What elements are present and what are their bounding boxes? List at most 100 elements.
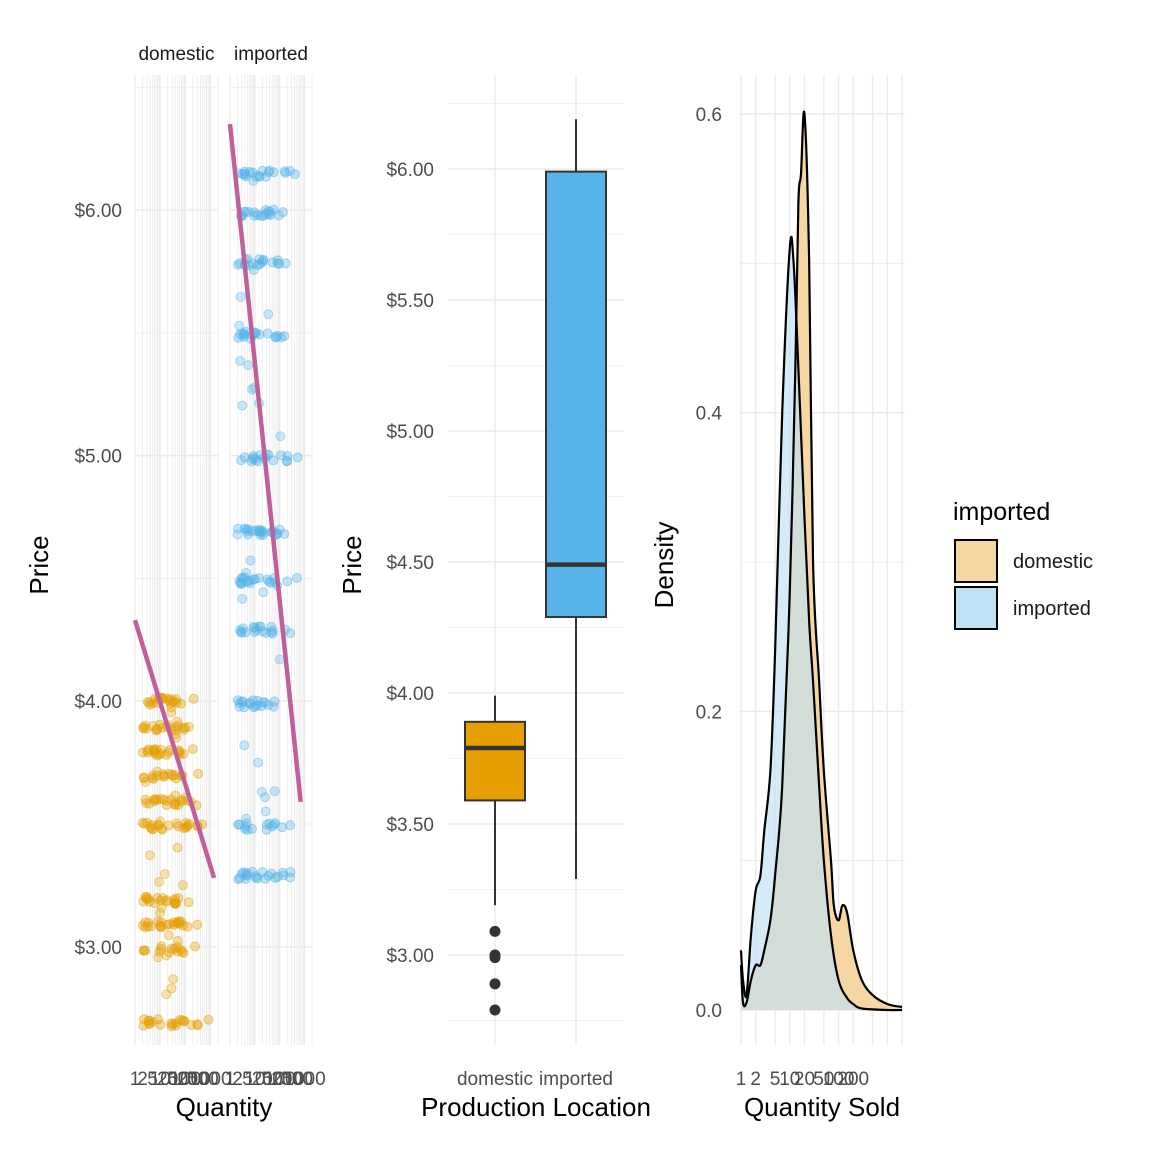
data-point: [248, 175, 259, 186]
legend-title: imported: [953, 498, 1050, 526]
data-point: [290, 169, 301, 180]
data-point: [258, 255, 269, 266]
data-point: [233, 874, 244, 885]
data-point: [244, 166, 255, 177]
data-point: [243, 529, 254, 540]
data-point: [166, 707, 177, 718]
legend: imported domestic imported: [953, 498, 1093, 630]
data-point: [279, 331, 290, 342]
data-point: [148, 773, 159, 784]
data-point: [161, 749, 172, 760]
y-tick-label: $6.00: [386, 160, 434, 181]
data-point: [138, 722, 149, 733]
data-point: [251, 455, 262, 466]
x-tick-label: 1: [130, 1069, 141, 1090]
boxplot-panel: $3.00 $3.50 $4.00 $4.50 $5.00 $5.50 $6.00 domes…: [337, 75, 651, 1122]
data-point: [177, 1015, 188, 1026]
data-point: [139, 818, 150, 829]
data-point: [240, 873, 251, 884]
legend-label: imported: [1013, 598, 1091, 620]
data-point: [167, 1019, 178, 1030]
data-point: [167, 697, 178, 708]
y-tick-label: $4.00: [386, 684, 434, 705]
data-point: [267, 628, 278, 639]
data-point: [153, 952, 164, 963]
data-point: [140, 720, 151, 731]
data-point: [141, 723, 152, 734]
data-point: [241, 568, 252, 579]
data-point: [239, 523, 250, 534]
data-point: [258, 587, 269, 598]
data-point: [182, 820, 193, 831]
data-point: [190, 941, 201, 952]
y-axis-title: Density: [649, 522, 679, 609]
data-point: [159, 868, 170, 879]
data-point: [173, 893, 184, 904]
data-point: [264, 818, 275, 829]
data-point: [187, 744, 198, 755]
data-point: [277, 822, 288, 833]
data-point: [235, 329, 246, 340]
outlier-point: [489, 925, 501, 937]
data-point: [292, 452, 303, 463]
legend-label: domestic: [1013, 551, 1093, 573]
data-point: [175, 795, 186, 806]
data-point: [285, 872, 296, 883]
data-point: [141, 894, 152, 905]
data-point: [253, 171, 264, 182]
data-point: [152, 724, 163, 735]
data-point: [285, 628, 296, 639]
data-point: [270, 331, 281, 342]
y-tick-label: $3.00: [386, 946, 434, 967]
data-point: [275, 450, 286, 461]
data-point: [171, 898, 182, 909]
data-point: [260, 806, 271, 817]
x-tick-label: 5: [147, 1069, 158, 1090]
data-point: [234, 320, 245, 331]
x-tick-label: 1: [225, 1069, 236, 1090]
y-tick-label: 0.2: [696, 702, 722, 723]
x-tick-label: 100: [264, 1069, 296, 1090]
data-point: [239, 168, 250, 179]
data-point: [170, 797, 181, 808]
box-domestic: [464, 720, 526, 802]
data-point: [232, 695, 243, 706]
data-point: [153, 1014, 164, 1025]
x-tick-label: 20: [794, 1069, 815, 1090]
x-tick-label: 100: [823, 1069, 855, 1090]
data-point: [285, 867, 296, 878]
data-point: [142, 747, 153, 758]
data-point: [183, 897, 194, 908]
data-point: [177, 880, 188, 891]
y-tick-label: 0.6: [696, 105, 722, 126]
data-point: [148, 720, 159, 731]
data-point: [257, 866, 268, 877]
data-point: [172, 716, 183, 727]
data-point: [239, 740, 250, 751]
x-tick-label: 100: [169, 1069, 201, 1090]
data-point: [247, 866, 258, 877]
data-point: [138, 1020, 149, 1031]
data-point: [235, 291, 246, 302]
x-tick-label: 50: [167, 1069, 188, 1090]
data-point: [140, 794, 151, 805]
data-point: [161, 795, 172, 806]
data-point: [274, 654, 285, 665]
data-point: [256, 786, 267, 797]
x-tick-label: 5: [242, 1069, 253, 1090]
x-tick-label: 2: [750, 1069, 761, 1090]
data-point: [156, 902, 167, 913]
density-area-imported: [741, 236, 902, 1011]
x-tick-label: 2: [137, 1069, 148, 1090]
data-point: [235, 355, 246, 366]
data-point: [251, 624, 262, 635]
y-tick-label: $5.00: [386, 422, 434, 443]
data-point: [163, 930, 174, 941]
data-point: [171, 818, 182, 829]
data-point: [145, 699, 156, 710]
data-point: [177, 946, 188, 957]
y-axis-title: Price: [24, 535, 54, 594]
data-point: [161, 989, 172, 1000]
data-point: [166, 983, 177, 994]
data-point: [249, 207, 260, 218]
